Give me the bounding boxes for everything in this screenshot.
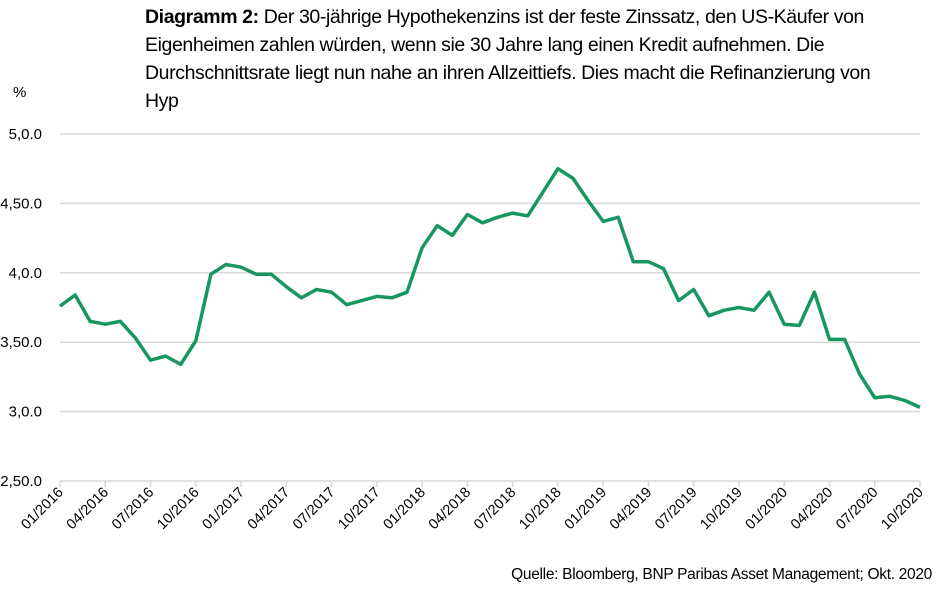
source-note: Quelle: Bloomberg, BNP Paribas Asset Man… [511,566,932,583]
x-tick-label: 10/2020 [878,485,926,533]
y-tick-label: 4,50.0 [0,195,42,212]
x-tick-label: 04/2020 [788,485,836,533]
chart-title: Diagramm 2: Der 30-jährige Hypothekenzin… [145,3,875,115]
y-tick-label: 4,0.0 [9,265,42,282]
x-tick-label: 07/2018 [471,485,519,533]
x-tick-label: 01/2019 [562,485,610,533]
x-tick-label: 10/2017 [335,485,383,533]
x-tick-label: 01/2016 [18,485,66,533]
x-tick-label: 04/2016 [64,485,112,533]
y-tick-label: 3,50.0 [0,334,42,351]
x-tick-label: 01/2018 [381,485,429,533]
y-tick-label: 5,0.0 [9,126,42,143]
x-tick-label: 10/2019 [697,485,745,533]
series-line-mortgage-rate [58,166,921,409]
x-tick-label: 04/2017 [245,485,293,533]
chart-title-text: Der 30-jährige Hypothekenzins ist der fe… [145,6,871,112]
x-tick-label: 01/2017 [199,485,247,533]
y-tick-label: 2,50.0 [0,473,42,490]
x-tick-label: 07/2020 [833,485,881,533]
y-axis-unit: % [13,84,27,101]
x-tick-label: 10/2018 [516,485,564,533]
x-tick-label: 10/2016 [154,485,202,533]
y-tick-label: 3,0.0 [9,404,42,421]
chart-title-label: Diagramm 2: [145,6,259,28]
x-tick-label: 07/2019 [652,485,700,533]
x-tick-label: 04/2018 [426,485,474,533]
x-tick-label: 07/2017 [290,485,338,533]
x-tick-label: 01/2020 [743,485,791,533]
x-tick-label: 07/2016 [109,485,157,533]
x-tick-label: 04/2019 [607,485,655,533]
